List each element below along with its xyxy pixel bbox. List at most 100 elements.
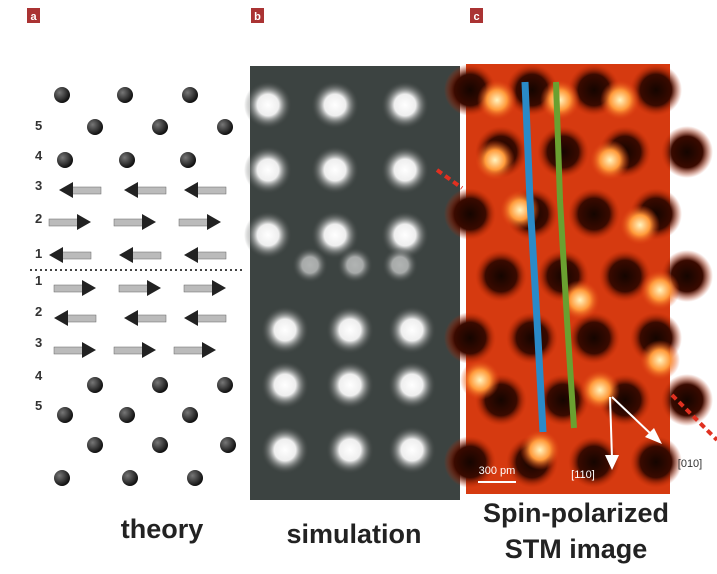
atom	[182, 87, 198, 103]
spin-head	[184, 310, 198, 326]
stm-bright	[640, 270, 680, 310]
spin-body	[114, 219, 146, 226]
atom	[217, 119, 233, 135]
atom	[57, 407, 73, 423]
stm-bright	[460, 360, 500, 400]
stm-bright	[520, 430, 560, 470]
stm-panel: 300 pm [110] [010]	[437, 64, 717, 494]
row-number: 1	[35, 273, 42, 288]
sim-spot	[244, 146, 292, 194]
caption: simulation	[286, 519, 421, 549]
sim-spot	[311, 81, 359, 129]
spin-body	[54, 347, 86, 354]
sim-spot	[388, 306, 436, 354]
atom	[152, 119, 168, 135]
sim-spot	[261, 361, 309, 409]
spin-body	[194, 252, 226, 259]
sim-spot	[311, 146, 359, 194]
page: {"panels":[{"label":"a","caption":"theor…	[0, 0, 717, 569]
spin-head	[142, 342, 156, 358]
stm-dark	[444, 312, 496, 364]
spin-head	[77, 214, 91, 230]
row-number: 3	[35, 335, 42, 350]
spin-body	[174, 347, 206, 354]
caption: STM image	[505, 534, 648, 564]
atom	[87, 377, 103, 393]
spin-head	[82, 342, 96, 358]
spin-body	[194, 315, 226, 322]
atom	[220, 437, 236, 453]
stm-dark	[444, 436, 496, 488]
stm-bright	[640, 340, 680, 380]
stm-dark	[568, 312, 620, 364]
spin-head	[59, 182, 73, 198]
spin-head	[119, 247, 133, 263]
panel-label: b	[254, 11, 261, 23]
spin-body	[69, 187, 101, 194]
scale-label: 300 pm	[479, 465, 516, 477]
direction-label: [010]	[678, 458, 702, 470]
sim-spot	[244, 81, 292, 129]
spin-head	[207, 214, 221, 230]
spin-head	[142, 214, 156, 230]
atom	[54, 87, 70, 103]
stm-bright	[475, 140, 515, 180]
atom	[117, 87, 133, 103]
figure: a b c 5432112345 300 pm [110] [010] theo…	[0, 0, 717, 569]
panel-label: c	[473, 11, 479, 23]
spin-head	[212, 280, 226, 296]
atom	[57, 152, 73, 168]
sim-spot	[388, 426, 436, 474]
spin-head	[184, 247, 198, 263]
panel-labels: a b c	[27, 8, 483, 23]
spin-body	[134, 187, 166, 194]
atom	[217, 377, 233, 393]
row-number: 5	[35, 118, 42, 133]
stm-dark	[537, 126, 589, 178]
stm-bright	[590, 140, 630, 180]
sim-spot	[261, 306, 309, 354]
row-number: 4	[35, 368, 43, 383]
atom	[87, 119, 103, 135]
atom	[119, 152, 135, 168]
sim-spot	[381, 146, 429, 194]
spin-head	[147, 280, 161, 296]
spin-head	[124, 310, 138, 326]
stm-dark	[444, 188, 496, 240]
stm-bright	[620, 205, 660, 245]
stm-dark	[475, 250, 527, 302]
sim-spot	[326, 361, 374, 409]
atom	[122, 470, 138, 486]
sim-spot	[388, 361, 436, 409]
atom	[180, 152, 196, 168]
panel-label: a	[30, 11, 37, 23]
atom	[152, 377, 168, 393]
spin-body	[54, 285, 86, 292]
row-number: 3	[35, 178, 42, 193]
atom	[152, 437, 168, 453]
atom	[54, 470, 70, 486]
simulation-panel	[244, 66, 460, 500]
stm-dark	[661, 374, 713, 426]
sim-spot	[261, 426, 309, 474]
stm-dark	[630, 436, 682, 488]
stm-bright	[600, 80, 640, 120]
stm-bright	[477, 80, 517, 120]
stm-bright	[580, 370, 620, 410]
stm-dark	[506, 312, 558, 364]
sim-spot	[292, 247, 328, 283]
stm-dark	[661, 126, 713, 178]
spin-body	[179, 219, 211, 226]
spin-head	[82, 280, 96, 296]
atom	[182, 407, 198, 423]
spin-head	[54, 310, 68, 326]
spin-head	[202, 342, 216, 358]
caption: theory	[121, 514, 204, 544]
sim-spot	[381, 81, 429, 129]
atom	[119, 407, 135, 423]
spin-body	[184, 285, 216, 292]
row-number: 2	[35, 211, 42, 226]
direction-label: [110]	[571, 469, 595, 481]
spin-body	[64, 315, 96, 322]
